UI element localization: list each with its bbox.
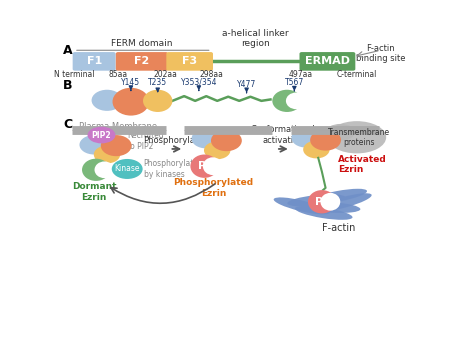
Text: 497aa: 497aa xyxy=(289,70,313,79)
Ellipse shape xyxy=(94,145,120,164)
Text: F3: F3 xyxy=(182,56,197,66)
Text: Transmembrane
proteins: Transmembrane proteins xyxy=(328,127,390,147)
Ellipse shape xyxy=(310,189,367,204)
Ellipse shape xyxy=(273,197,330,214)
Text: Recruited
to PIP2: Recruited to PIP2 xyxy=(127,131,164,151)
Text: 85aa: 85aa xyxy=(109,70,128,79)
Ellipse shape xyxy=(191,155,219,178)
Text: Conformational
activation: Conformational activation xyxy=(251,125,316,145)
Ellipse shape xyxy=(328,121,386,153)
Text: PIP2: PIP2 xyxy=(91,131,111,140)
Ellipse shape xyxy=(310,130,341,151)
FancyBboxPatch shape xyxy=(73,52,116,71)
Text: Y353/354: Y353/354 xyxy=(181,78,217,87)
Text: C: C xyxy=(63,118,72,131)
Text: Plasma Membrane: Plasma Membrane xyxy=(80,122,157,131)
Text: Y477: Y477 xyxy=(237,80,256,89)
Text: a-helical linker
region: a-helical linker region xyxy=(222,29,289,48)
Ellipse shape xyxy=(272,90,301,112)
Text: Phosphorylated
by kinases: Phosphorylated by kinases xyxy=(144,159,204,179)
Ellipse shape xyxy=(326,124,355,141)
Ellipse shape xyxy=(286,92,307,109)
Text: F-actin: F-actin xyxy=(322,223,355,232)
Text: A: A xyxy=(63,44,73,57)
Ellipse shape xyxy=(191,129,221,148)
Text: Activated
Ezrin: Activated Ezrin xyxy=(338,155,387,174)
Ellipse shape xyxy=(112,88,149,116)
Text: Y145: Y145 xyxy=(121,78,140,87)
Ellipse shape xyxy=(204,142,230,159)
Text: P: P xyxy=(315,197,323,207)
Ellipse shape xyxy=(302,202,360,213)
Text: N terminal: N terminal xyxy=(54,70,94,79)
Text: C-terminal: C-terminal xyxy=(337,70,377,79)
Ellipse shape xyxy=(80,135,109,155)
Text: F-actin
binding site: F-actin binding site xyxy=(356,44,405,63)
Ellipse shape xyxy=(287,194,346,206)
Text: Dormant
Ezrin: Dormant Ezrin xyxy=(72,182,117,202)
Ellipse shape xyxy=(143,90,173,112)
Ellipse shape xyxy=(316,193,372,212)
Ellipse shape xyxy=(320,193,340,211)
Text: 298aa: 298aa xyxy=(200,70,224,79)
Ellipse shape xyxy=(112,159,143,179)
Text: T567: T567 xyxy=(285,78,304,87)
Text: T235: T235 xyxy=(148,78,167,87)
FancyBboxPatch shape xyxy=(116,52,168,71)
Ellipse shape xyxy=(94,161,114,178)
Ellipse shape xyxy=(292,128,321,148)
Ellipse shape xyxy=(211,130,242,151)
Text: FERM domain: FERM domain xyxy=(111,39,173,48)
FancyBboxPatch shape xyxy=(166,52,213,71)
Text: B: B xyxy=(63,79,73,92)
Ellipse shape xyxy=(82,159,110,181)
Text: P: P xyxy=(198,161,206,171)
Ellipse shape xyxy=(203,157,223,175)
Text: F2: F2 xyxy=(134,56,149,66)
Ellipse shape xyxy=(295,206,353,220)
Ellipse shape xyxy=(91,90,122,111)
Ellipse shape xyxy=(101,135,132,156)
Text: Phosphorylation: Phosphorylation xyxy=(143,136,211,145)
Ellipse shape xyxy=(303,140,329,158)
FancyBboxPatch shape xyxy=(300,52,356,71)
Text: F1: F1 xyxy=(87,56,102,66)
Text: Phosphorylated
Ezrin: Phosphorylated Ezrin xyxy=(173,178,254,197)
Text: Kinase: Kinase xyxy=(114,165,140,174)
Ellipse shape xyxy=(308,190,336,213)
Text: ERMAD: ERMAD xyxy=(305,56,350,66)
Text: 202aa: 202aa xyxy=(154,70,178,79)
Ellipse shape xyxy=(88,127,116,143)
